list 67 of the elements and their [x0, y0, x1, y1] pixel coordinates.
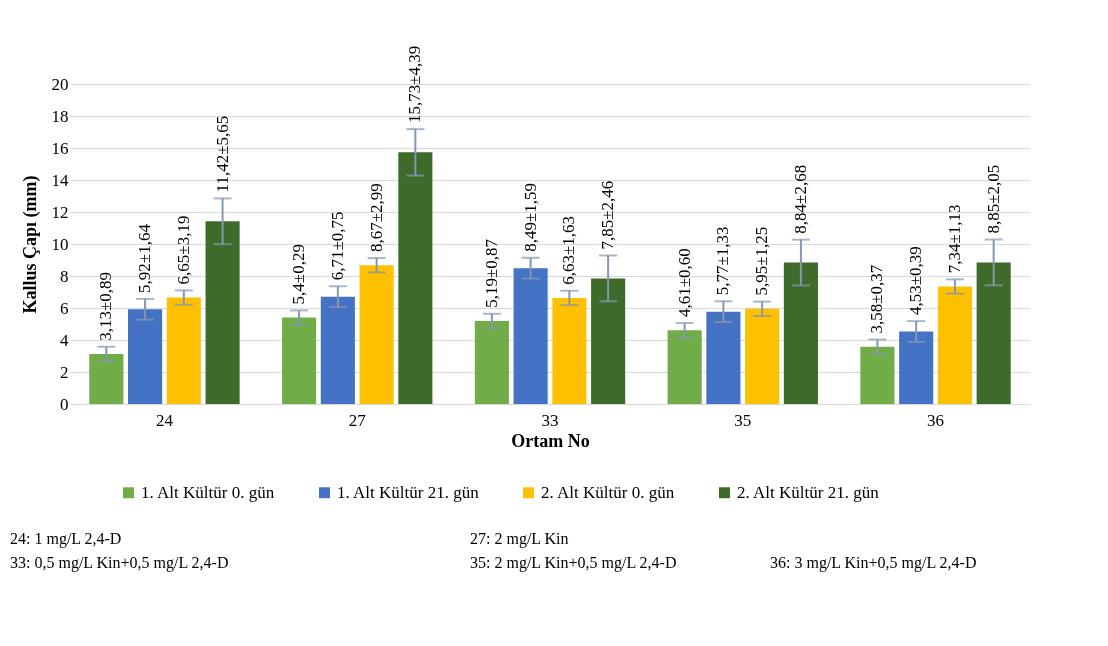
data-label: 4,61±0,60: [674, 248, 694, 318]
text: 27: 2 mg/L Kin: [470, 530, 569, 548]
text: 33: 0,5 mg/L Kin+0,5 mg/L 2,4-D: [10, 554, 229, 572]
data-label: 11,42±5,65: [212, 115, 232, 193]
text: 24: 1 mg/L 2,4-D: [10, 530, 122, 548]
data-label: 6,63±1,63: [559, 215, 579, 285]
y-tick-label: 4: [60, 330, 69, 350]
bar: [128, 309, 163, 404]
bar: [976, 262, 1011, 404]
bar: [937, 286, 972, 404]
y-tick-label: 16: [51, 138, 69, 158]
bar: [745, 308, 780, 404]
legend-label: 1. Alt Kültür 21. gün: [337, 482, 480, 502]
y-axis-title: Kallus Çapı (mm): [19, 175, 41, 314]
y-tick-label: 6: [60, 298, 69, 318]
bar: [282, 317, 317, 404]
y-tick-label: 10: [51, 234, 69, 254]
data-label: 3,13±0,89: [96, 271, 116, 341]
data-label: 7,85±2,46: [598, 180, 618, 250]
x-tick-label: 35: [734, 410, 752, 430]
bar: [667, 330, 702, 404]
y-tick-label: 12: [51, 202, 69, 222]
data-label: 8,84±2,68: [790, 164, 810, 234]
bar: [205, 221, 240, 404]
y-tick-label: 8: [60, 266, 69, 286]
x-tick-label: 27: [348, 410, 367, 430]
x-tick-label: 36: [927, 410, 945, 430]
data-label: 3,58±0,37: [867, 264, 887, 334]
data-label: 5,4±0,29: [289, 244, 309, 305]
bar: [320, 296, 355, 404]
bar: [166, 297, 201, 404]
y-tick-label: 20: [51, 74, 69, 94]
bar: [359, 265, 394, 404]
text: 35: 2 mg/L Kin+0,5 mg/L 2,4-D: [470, 554, 677, 572]
y-tick-label: 18: [51, 106, 69, 126]
bar: [899, 331, 934, 404]
bar: [706, 311, 741, 404]
bar: [474, 320, 509, 404]
text: 36: 3 mg/L Kin+0,5 mg/L 2,4-D: [770, 554, 977, 572]
data-label: 5,92±1,64: [135, 223, 155, 293]
bar: [552, 297, 587, 404]
bar: [591, 278, 626, 404]
legend-label: 2. Alt Kültür 21. gün: [737, 482, 880, 502]
legend-label: 1. Alt Kültür 0. gün: [141, 482, 275, 502]
x-tick-label: 24: [155, 410, 174, 430]
x-tick-label: 33: [541, 410, 559, 430]
data-label: 7,34±1,13: [944, 204, 964, 274]
data-label: 6,71±0,75: [327, 211, 347, 281]
y-tick-label: 2: [60, 362, 69, 382]
x-axis-title: Ortam No: [511, 430, 590, 451]
data-label: 5,19±0,87: [481, 238, 501, 308]
data-label: 8,49±1,59: [520, 182, 540, 252]
y-tick-label: 0: [60, 394, 69, 414]
bar: [783, 262, 818, 404]
data-label: 4,53±0,39: [906, 246, 926, 316]
y-tick-label: 14: [51, 170, 69, 190]
data-label: 15,73±4,39: [405, 45, 425, 124]
data-label: 8,85±2,05: [983, 164, 1003, 234]
bar: [513, 268, 548, 404]
bar: [860, 346, 895, 404]
data-label: 5,95±1,25: [752, 226, 772, 296]
bar: [89, 353, 124, 404]
data-label: 8,67±2,99: [366, 183, 386, 253]
bar: [398, 152, 433, 404]
data-label: 5,77±1,33: [713, 226, 733, 296]
data-label: 6,65±3,19: [173, 215, 193, 285]
legend-label: 2. Alt Kültür 0. gün: [541, 482, 675, 502]
